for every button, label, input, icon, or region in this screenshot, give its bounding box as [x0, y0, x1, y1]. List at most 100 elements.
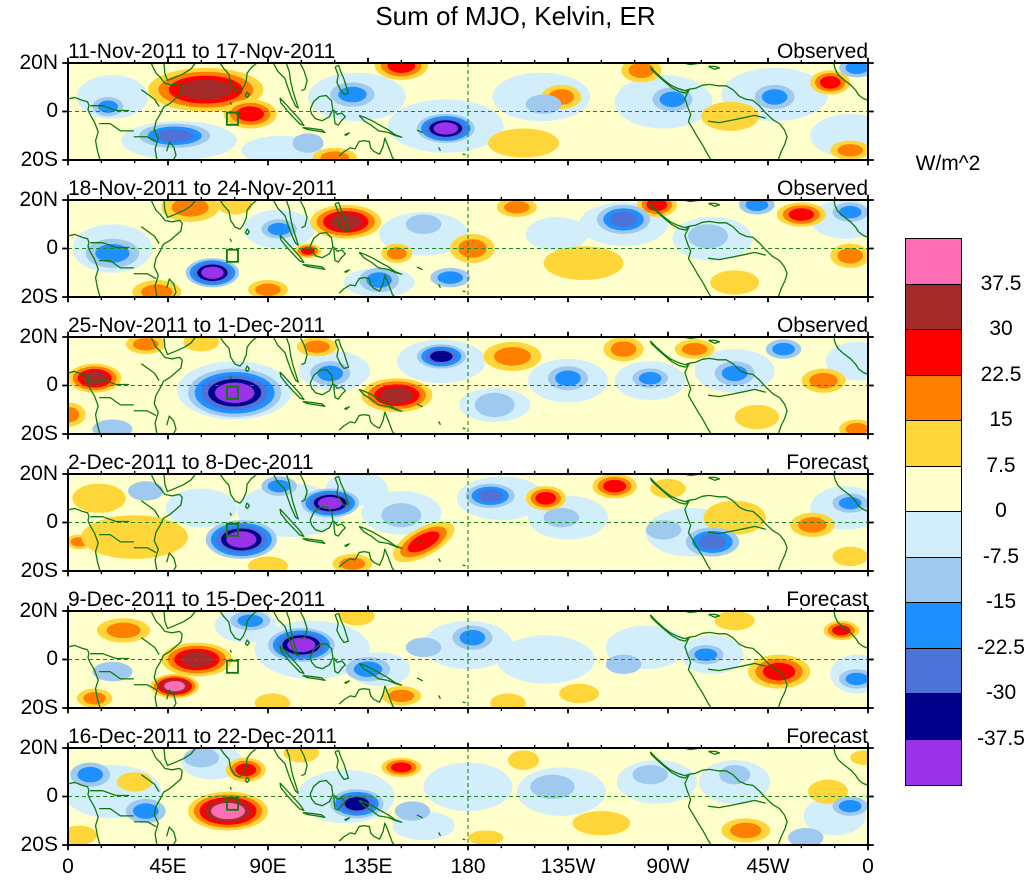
coastline — [303, 402, 325, 407]
coastline — [708, 115, 766, 122]
region-box — [227, 250, 238, 262]
panel-status-label: Forecast — [786, 725, 868, 748]
coastline — [439, 558, 441, 561]
coastline — [650, 615, 689, 641]
region-box — [227, 113, 238, 125]
coastline — [245, 92, 249, 97]
coastline — [230, 376, 231, 378]
coastline — [134, 411, 156, 416]
coastline — [417, 678, 423, 681]
colorbar-tick-label: -37.5 — [977, 726, 1025, 750]
map-panel-3 — [68, 337, 868, 434]
coastline — [245, 503, 249, 508]
panel-6-header: 16-Dec-2011 to 22-Dec-2011 Forecast — [68, 725, 868, 748]
coastline — [134, 274, 156, 279]
coastline — [220, 63, 257, 92]
coastline — [230, 102, 231, 104]
coastline — [685, 226, 711, 297]
coastline — [834, 474, 868, 511]
coastline — [99, 398, 134, 405]
colorbar-cell — [906, 557, 961, 603]
coastline — [439, 695, 441, 698]
coastline — [220, 474, 257, 503]
colorbar-cell — [906, 375, 961, 421]
lat-label: 20N — [19, 188, 58, 211]
map-panel-5 — [68, 611, 868, 708]
panel-date-range: 25-Nov-2011 to 1-Dec-2011 — [68, 314, 326, 337]
coastline — [90, 654, 129, 659]
coastline — [273, 337, 298, 382]
lat-label: 20N — [19, 462, 58, 485]
coastline — [685, 363, 711, 434]
coastline — [280, 235, 304, 263]
coastline — [68, 645, 100, 708]
colorbar-cell — [906, 512, 961, 558]
coastline — [273, 200, 298, 245]
coastline — [417, 404, 423, 407]
coastline — [90, 517, 129, 522]
coastline — [359, 389, 402, 411]
coastline — [708, 751, 719, 754]
colorbar-cell — [906, 421, 961, 467]
region-box — [227, 798, 238, 810]
coastline — [280, 646, 304, 674]
colorbar-cell — [906, 603, 961, 649]
colorbar-tick-label: -15 — [985, 590, 1017, 613]
coastline — [300, 200, 307, 228]
coastline — [303, 539, 325, 544]
coastline — [689, 358, 787, 434]
coastline — [335, 476, 348, 505]
colorbar-unit-label: W/m^2 — [915, 152, 981, 175]
coastline — [245, 229, 249, 234]
coastline — [335, 750, 348, 779]
coastline — [90, 380, 129, 385]
lat-label: 0 — [46, 373, 58, 396]
coastline — [834, 337, 868, 374]
coastline — [68, 371, 100, 434]
coastline — [310, 369, 333, 394]
coastline — [134, 685, 156, 690]
lon-label: 90E — [249, 855, 287, 878]
colorbar-tick-label: 37.5 — [980, 271, 1022, 295]
coastline — [141, 638, 159, 655]
coastline — [164, 748, 196, 765]
colorbar-cell — [906, 694, 961, 740]
panel-date-range: 16-Dec-2011 to 22-Dec-2011 — [68, 725, 337, 748]
coastline — [90, 243, 129, 248]
coastline — [339, 138, 395, 160]
coastline — [280, 783, 304, 811]
coastline — [685, 500, 711, 571]
colorbar-tick-label: -22.5 — [977, 635, 1025, 659]
coastline — [245, 777, 249, 782]
coastline — [344, 681, 349, 683]
coastline — [167, 279, 176, 297]
panel-date-range: 18-Nov-2011 to 24-Nov-2011 — [68, 177, 337, 200]
lat-label: 20S — [20, 285, 58, 308]
coastline — [344, 818, 349, 820]
lon-label: 0 — [62, 855, 74, 878]
coastline — [689, 769, 787, 845]
lon-label: 180 — [450, 855, 486, 878]
coastline — [245, 640, 249, 645]
lat-label: 20N — [19, 325, 58, 348]
colorbar-tick-label: 15 — [989, 408, 1013, 431]
map-panel-2 — [68, 200, 868, 297]
coastline — [164, 200, 196, 217]
coastline — [230, 239, 231, 241]
region-box — [227, 387, 238, 399]
colorbar-tick-label: 7.5 — [986, 453, 1016, 477]
coastline — [151, 474, 182, 571]
coastline — [339, 412, 395, 434]
coastline — [134, 548, 156, 553]
coastline — [650, 341, 689, 367]
coastline — [230, 513, 231, 515]
map-panel-6 — [68, 748, 868, 845]
coastline — [141, 227, 159, 244]
lat-label: 20N — [19, 599, 58, 622]
coastline — [230, 787, 231, 789]
coastline — [167, 827, 176, 845]
coastline — [300, 611, 307, 639]
coastline — [685, 89, 711, 160]
lat-label: 0 — [46, 784, 58, 807]
coastline — [650, 478, 689, 504]
